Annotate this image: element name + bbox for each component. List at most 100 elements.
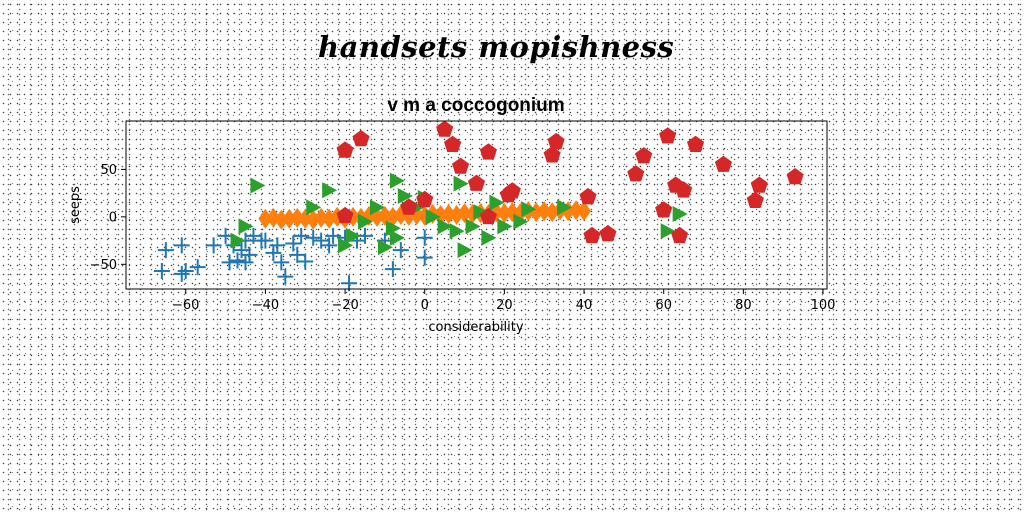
data-point-series-3 bbox=[489, 194, 505, 211]
data-point-series-4 bbox=[452, 157, 470, 174]
data-point-series-3 bbox=[660, 223, 676, 240]
data-point-series-1 bbox=[157, 242, 174, 259]
data-point-series-1 bbox=[293, 227, 310, 244]
data-point-series-1 bbox=[289, 246, 306, 263]
chart-title: v m a coccogonium bbox=[387, 95, 564, 116]
x-axis: −60 −40 −20 0 20 40 60 80 100 bbox=[172, 289, 835, 313]
data-point-series-3 bbox=[238, 218, 254, 235]
data-point-series-1 bbox=[173, 237, 190, 254]
data-point-series-3 bbox=[357, 213, 373, 230]
data-point-series-4 bbox=[627, 165, 645, 182]
data-point-series-3 bbox=[385, 220, 401, 237]
data-point-series-4 bbox=[400, 198, 418, 215]
data-point-series-4 bbox=[635, 147, 653, 164]
x-axis-label: considerability bbox=[428, 320, 523, 335]
data-point-series-1 bbox=[221, 254, 238, 271]
data-point-series-4 bbox=[579, 187, 597, 205]
data-point-series-1 bbox=[237, 254, 254, 271]
data-point-series-4 bbox=[655, 201, 673, 218]
data-point-series-4 bbox=[746, 191, 764, 208]
data-point-series-4 bbox=[671, 226, 689, 244]
data-point-series-1 bbox=[325, 227, 342, 244]
data-point-series-2 bbox=[441, 204, 456, 225]
data-point-series-3 bbox=[389, 229, 405, 246]
data-point-series-4 bbox=[599, 224, 617, 242]
data-point-series-1 bbox=[229, 252, 246, 269]
data-point-series-3 bbox=[513, 213, 529, 230]
data-point-series-1 bbox=[297, 253, 314, 270]
data-point-series-1 bbox=[321, 237, 338, 254]
x-tick-label: 80 bbox=[735, 298, 752, 313]
data-point-series-2 bbox=[537, 201, 552, 222]
data-point-series-4 bbox=[659, 127, 677, 144]
data-point-series-4 bbox=[436, 120, 454, 137]
data-point-series-3 bbox=[557, 199, 573, 216]
data-point-series-4 bbox=[547, 132, 565, 150]
data-point-series-3 bbox=[369, 199, 385, 216]
data-point-series-1 bbox=[384, 261, 401, 278]
data-point-series-3 bbox=[346, 227, 362, 244]
data-point-series-1 bbox=[177, 262, 194, 279]
x-tick-label: 0 bbox=[421, 298, 429, 313]
data-point-series-2 bbox=[577, 201, 592, 222]
data-point-series-4 bbox=[503, 182, 521, 199]
data-point-series-1 bbox=[305, 229, 322, 246]
data-point-series-2 bbox=[274, 209, 289, 230]
x-tick-label: 60 bbox=[655, 298, 672, 313]
x-tick-label: −60 bbox=[172, 298, 199, 313]
x-tick-label: 40 bbox=[576, 298, 593, 313]
data-point-series-3 bbox=[425, 208, 441, 225]
x-tick-label: −20 bbox=[331, 298, 358, 313]
y-tick-label: 0 bbox=[109, 210, 117, 225]
data-point-series-4 bbox=[583, 226, 601, 244]
data-point-series-2 bbox=[497, 203, 512, 224]
data-point-series-3 bbox=[497, 218, 513, 235]
data-point-series-3 bbox=[389, 172, 405, 189]
data-point-series-2 bbox=[377, 205, 392, 226]
data-point-series-1 bbox=[285, 235, 302, 252]
data-point-series-4 bbox=[444, 135, 462, 152]
data-point-series-2 bbox=[282, 208, 297, 229]
data-point-series-1 bbox=[153, 262, 170, 279]
data-point-series-1 bbox=[392, 242, 409, 259]
points-layer bbox=[153, 120, 804, 292]
data-point-series-2 bbox=[569, 200, 584, 221]
data-point-series-1 bbox=[416, 229, 433, 246]
data-point-series-3 bbox=[377, 239, 393, 256]
data-point-series-2 bbox=[290, 207, 305, 228]
data-point-series-4 bbox=[750, 176, 768, 193]
data-point-series-3 bbox=[481, 229, 497, 246]
data-point-series-3 bbox=[338, 237, 354, 254]
data-point-series-3 bbox=[453, 175, 469, 192]
data-point-series-3 bbox=[457, 242, 473, 259]
data-point-series-4 bbox=[416, 190, 434, 208]
x-tick-label: 100 bbox=[811, 298, 836, 313]
data-point-series-4 bbox=[714, 155, 732, 172]
data-point-series-1 bbox=[241, 246, 258, 263]
data-point-series-1 bbox=[269, 237, 286, 254]
data-point-series-3 bbox=[397, 187, 413, 204]
data-point-series-3 bbox=[521, 201, 537, 218]
data-point-series-3 bbox=[230, 232, 246, 249]
data-point-series-1 bbox=[257, 232, 274, 249]
data-point-series-4 bbox=[675, 181, 693, 198]
data-point-series-2 bbox=[457, 203, 472, 224]
data-point-series-4 bbox=[786, 168, 804, 185]
data-point-series-1 bbox=[189, 259, 206, 276]
data-point-series-4 bbox=[687, 135, 705, 152]
y-axis-label: seeps bbox=[68, 186, 83, 224]
x-tick-label: −40 bbox=[252, 298, 279, 313]
y-tick-label: 50 bbox=[100, 163, 117, 178]
data-point-series-4 bbox=[467, 174, 486, 191]
data-point-series-1 bbox=[277, 268, 294, 285]
data-point-series-4 bbox=[543, 146, 561, 163]
data-point-series-2 bbox=[529, 202, 544, 223]
data-point-series-2 bbox=[433, 204, 448, 225]
data-point-series-4 bbox=[336, 206, 354, 224]
data-point-series-1 bbox=[265, 244, 282, 261]
data-point-series-3 bbox=[437, 218, 453, 235]
data-point-series-3 bbox=[473, 204, 489, 221]
data-point-series-4 bbox=[352, 130, 370, 147]
data-point-series-3 bbox=[672, 206, 688, 223]
